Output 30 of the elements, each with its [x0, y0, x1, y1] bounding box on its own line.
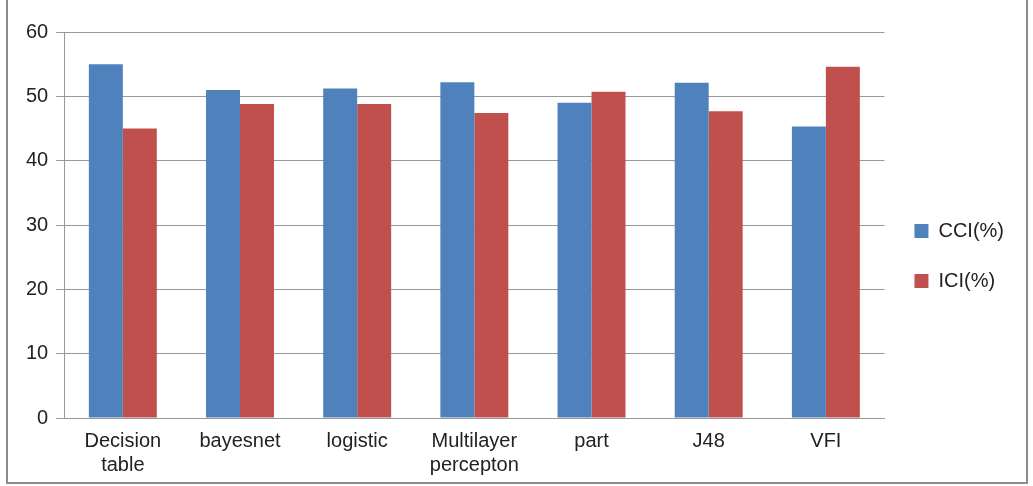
x-tick-label: bayesnet [199, 428, 282, 451]
bar [708, 111, 743, 418]
y-tick-label: 40 [26, 148, 49, 171]
bar [240, 104, 274, 418]
y-tick-label: 30 [26, 212, 49, 235]
x-tick-label: Decision table [84, 428, 162, 475]
y-tick-label: 50 [26, 83, 49, 106]
x-tick-label: logistic [326, 428, 388, 451]
bar [591, 91, 626, 418]
x-tick-label: part [574, 428, 610, 451]
legend-label: ICI(%) [938, 268, 996, 291]
bar [825, 66, 860, 418]
bar [557, 102, 592, 418]
y-tick-label: 20 [26, 276, 49, 299]
y-tick-label: 0 [37, 405, 49, 428]
x-tick-label: J48 [692, 428, 725, 451]
bar [323, 88, 358, 418]
bar [357, 104, 392, 418]
legend-label: CCI(%) [938, 218, 1004, 241]
bar [474, 113, 509, 418]
x-tick-label: Multilayer percepton [429, 428, 519, 475]
bar [88, 64, 123, 418]
bar [791, 126, 826, 418]
y-tick-label: 10 [26, 341, 49, 364]
x-tick-label: VFI [810, 428, 842, 451]
bar [122, 128, 157, 418]
bar [440, 82, 475, 418]
bar [674, 82, 709, 418]
bar [206, 89, 241, 418]
y-tick-label: 60 [26, 19, 49, 42]
